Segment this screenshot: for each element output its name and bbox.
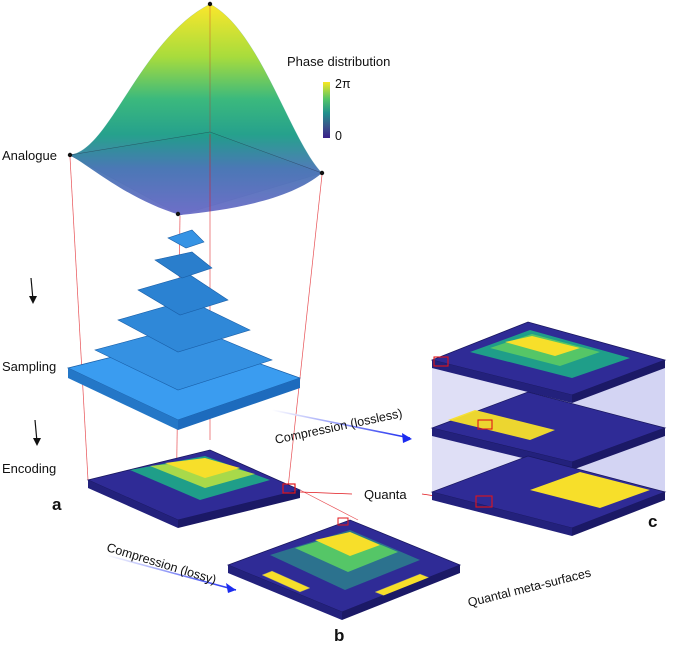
lossy-arrow	[105, 554, 237, 593]
sampling-pyramid	[66, 229, 302, 430]
panel-label-b: b	[334, 626, 345, 645]
colorbar-min-label: 0	[335, 129, 342, 143]
encoding-label: Encoding	[2, 461, 57, 476]
colorbar-max-label: 2π	[335, 77, 351, 91]
colorbar	[323, 82, 330, 138]
quanta-label: Quanta	[364, 487, 407, 502]
encoding-metasurface	[86, 449, 302, 528]
lossy-metasurface	[226, 517, 462, 620]
panel-label-a: a	[52, 495, 62, 514]
panel-label-c: c	[648, 512, 658, 531]
lossless-arrow	[271, 409, 412, 443]
lossless-stack	[430, 321, 667, 536]
colorbar-title: Phase distribution	[287, 54, 391, 69]
sampling-label: Sampling	[2, 359, 57, 374]
analogue-label: Analogue	[2, 148, 57, 163]
down-arrows	[29, 277, 41, 446]
analogue-surface	[67, 1, 325, 217]
